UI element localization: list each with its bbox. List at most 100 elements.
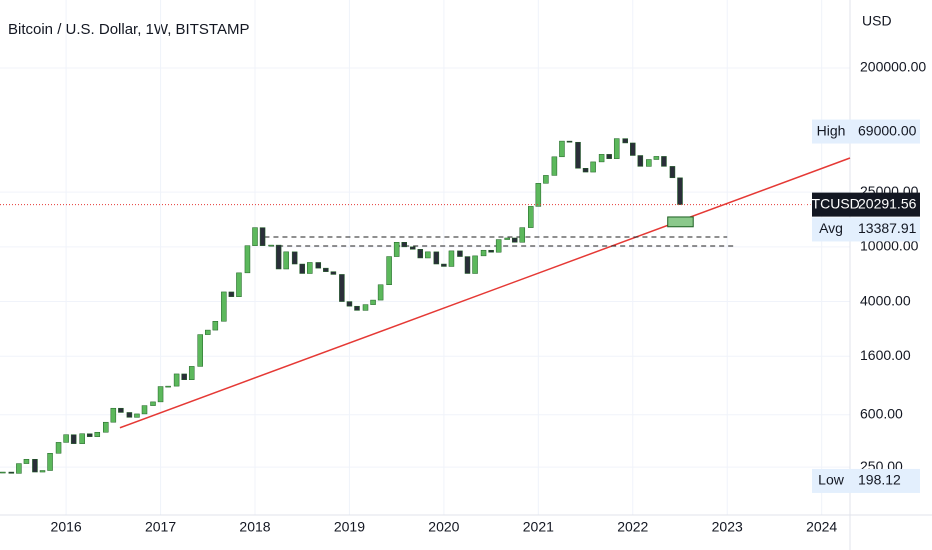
candle — [386, 256, 392, 286]
x-tick-label: 2023 — [712, 519, 743, 535]
price-label-value-bg — [850, 468, 920, 493]
candle — [283, 251, 289, 270]
candle — [504, 237, 510, 240]
candle — [457, 250, 463, 257]
candle — [653, 156, 660, 160]
candle — [401, 242, 407, 248]
candle — [94, 431, 101, 437]
candle — [16, 463, 22, 474]
candle — [181, 373, 187, 380]
x-tick-label: 2020 — [428, 519, 459, 535]
candle — [212, 321, 219, 331]
candle — [566, 140, 573, 143]
candle — [150, 401, 156, 406]
candle — [377, 284, 384, 301]
price-label-name-bg — [812, 217, 850, 242]
price-label-value: 69000.00 — [858, 122, 917, 138]
candle — [291, 251, 298, 265]
candle — [315, 262, 322, 269]
candle — [8, 471, 15, 474]
candle — [275, 244, 282, 270]
candle — [646, 159, 652, 167]
candle — [575, 141, 581, 169]
candle — [205, 329, 211, 335]
candle — [598, 154, 605, 163]
x-tick-label: 2024 — [806, 519, 837, 535]
candle — [165, 385, 171, 388]
candle — [86, 433, 93, 437]
candle — [582, 168, 589, 173]
price-label-value-bg — [850, 192, 920, 217]
price-label-value: 13387.91 — [858, 220, 917, 236]
candle — [370, 299, 376, 305]
candle — [228, 291, 235, 297]
x-tick-label: 2018 — [239, 519, 270, 535]
chart-title: Bitcoin / U.S. Dollar, 1W, BITSTAMP — [8, 21, 249, 38]
price-label-name: Avg — [819, 220, 843, 236]
candle — [330, 271, 337, 275]
candle — [622, 138, 628, 144]
candle — [669, 166, 676, 179]
y-tick-label: 1600.00 — [860, 347, 911, 363]
candle — [221, 291, 227, 322]
candle — [47, 453, 53, 471]
candle — [252, 227, 258, 246]
candle — [425, 251, 431, 259]
candle — [551, 156, 558, 176]
candle — [141, 405, 148, 415]
candle — [339, 274, 345, 302]
price-label-value-bg — [850, 217, 920, 242]
candle — [409, 246, 416, 250]
candle — [244, 245, 251, 274]
candle — [464, 256, 471, 274]
axis-unit: USD — [862, 13, 892, 29]
candle — [39, 470, 46, 473]
candle — [495, 239, 502, 253]
candle — [511, 237, 518, 243]
candle — [103, 421, 109, 433]
y-tick-label: 200000.00 — [860, 59, 926, 75]
price-label-name: High — [817, 122, 846, 138]
candle — [543, 175, 549, 184]
candle — [661, 156, 667, 167]
candle — [268, 244, 274, 247]
x-tick-label: 2017 — [145, 519, 176, 535]
candle — [0, 471, 6, 474]
candle — [346, 301, 353, 307]
candle — [259, 227, 266, 246]
candle — [535, 183, 542, 207]
candle — [488, 249, 494, 253]
candle — [23, 458, 30, 464]
candle — [559, 140, 565, 158]
candle — [323, 267, 329, 272]
candle — [173, 373, 180, 387]
candle — [354, 305, 360, 311]
candle — [606, 154, 612, 159]
candle — [519, 227, 526, 243]
candle — [157, 386, 164, 403]
price-label-name-bg — [812, 468, 850, 493]
candle — [393, 242, 400, 257]
x-tick-label: 2016 — [51, 519, 82, 535]
trend-line — [119, 157, 851, 429]
x-tick-label: 2022 — [617, 519, 648, 535]
x-tick-label: 2021 — [523, 519, 554, 535]
candle — [441, 263, 447, 267]
candle — [433, 251, 440, 265]
price-label-value: 198.12 — [858, 472, 901, 488]
y-tick-label: 4000.00 — [860, 292, 911, 308]
candle — [236, 272, 242, 297]
candle — [528, 206, 534, 228]
candle — [637, 155, 644, 167]
candle — [134, 413, 140, 418]
price-label-name-bg — [812, 119, 850, 144]
x-tick-label: 2019 — [334, 519, 365, 535]
candle — [55, 442, 62, 454]
price-label-name: BTCUSD — [802, 195, 860, 211]
zone-box — [667, 216, 694, 228]
candle — [472, 255, 478, 274]
price-label-value: 20291.56 — [858, 195, 917, 211]
candle — [188, 366, 195, 380]
candle — [448, 250, 455, 267]
